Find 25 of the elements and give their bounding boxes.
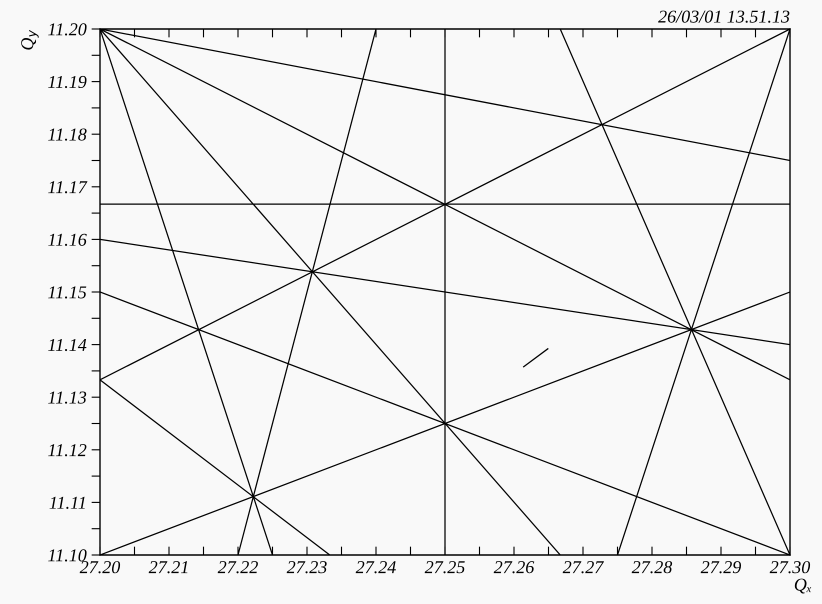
text: 26/03/01 13.51.13 bbox=[658, 10, 790, 23]
y-tick-label: 11.20 bbox=[48, 23, 87, 36]
x-tick-label: 27.29 bbox=[700, 561, 742, 574]
x-tick-label: 27.28 bbox=[632, 561, 672, 574]
x-tick-label: 27.21 bbox=[148, 561, 188, 574]
y-tick-label: 11.19 bbox=[48, 76, 87, 88]
y-tick-label: 11.11 bbox=[49, 496, 85, 509]
x-tick-label: 27.26 bbox=[494, 561, 534, 574]
y-tick-label: 11.15 bbox=[48, 286, 86, 299]
x-tick-label: 27.23 bbox=[286, 561, 327, 574]
y-tick-label: 11.10 bbox=[48, 549, 87, 562]
y-tick-label: 11.12 bbox=[48, 444, 86, 456]
x-axis-title: Qₓ bbox=[794, 578, 812, 594]
x-tick-label: 27.24 bbox=[356, 561, 396, 574]
y-tick-label: 11.18 bbox=[48, 128, 87, 141]
x-tick-label: 27.27 bbox=[562, 561, 604, 574]
y-axis-title: Q$_{y}$ bbox=[21, 30, 39, 50]
y-tick-label: 11.13 bbox=[48, 392, 86, 404]
x-tick-label: 27.22 bbox=[218, 561, 258, 574]
x-tick-label: 27.25 bbox=[424, 561, 465, 574]
y-tick-label: 11.16 bbox=[48, 234, 87, 246]
y-tick-label: 11.17 bbox=[48, 181, 88, 194]
x-tick-label: 27.20 bbox=[80, 561, 120, 574]
x-tick-label: 27.30 bbox=[770, 561, 810, 574]
y-tick-label: 11.14 bbox=[48, 338, 86, 352]
